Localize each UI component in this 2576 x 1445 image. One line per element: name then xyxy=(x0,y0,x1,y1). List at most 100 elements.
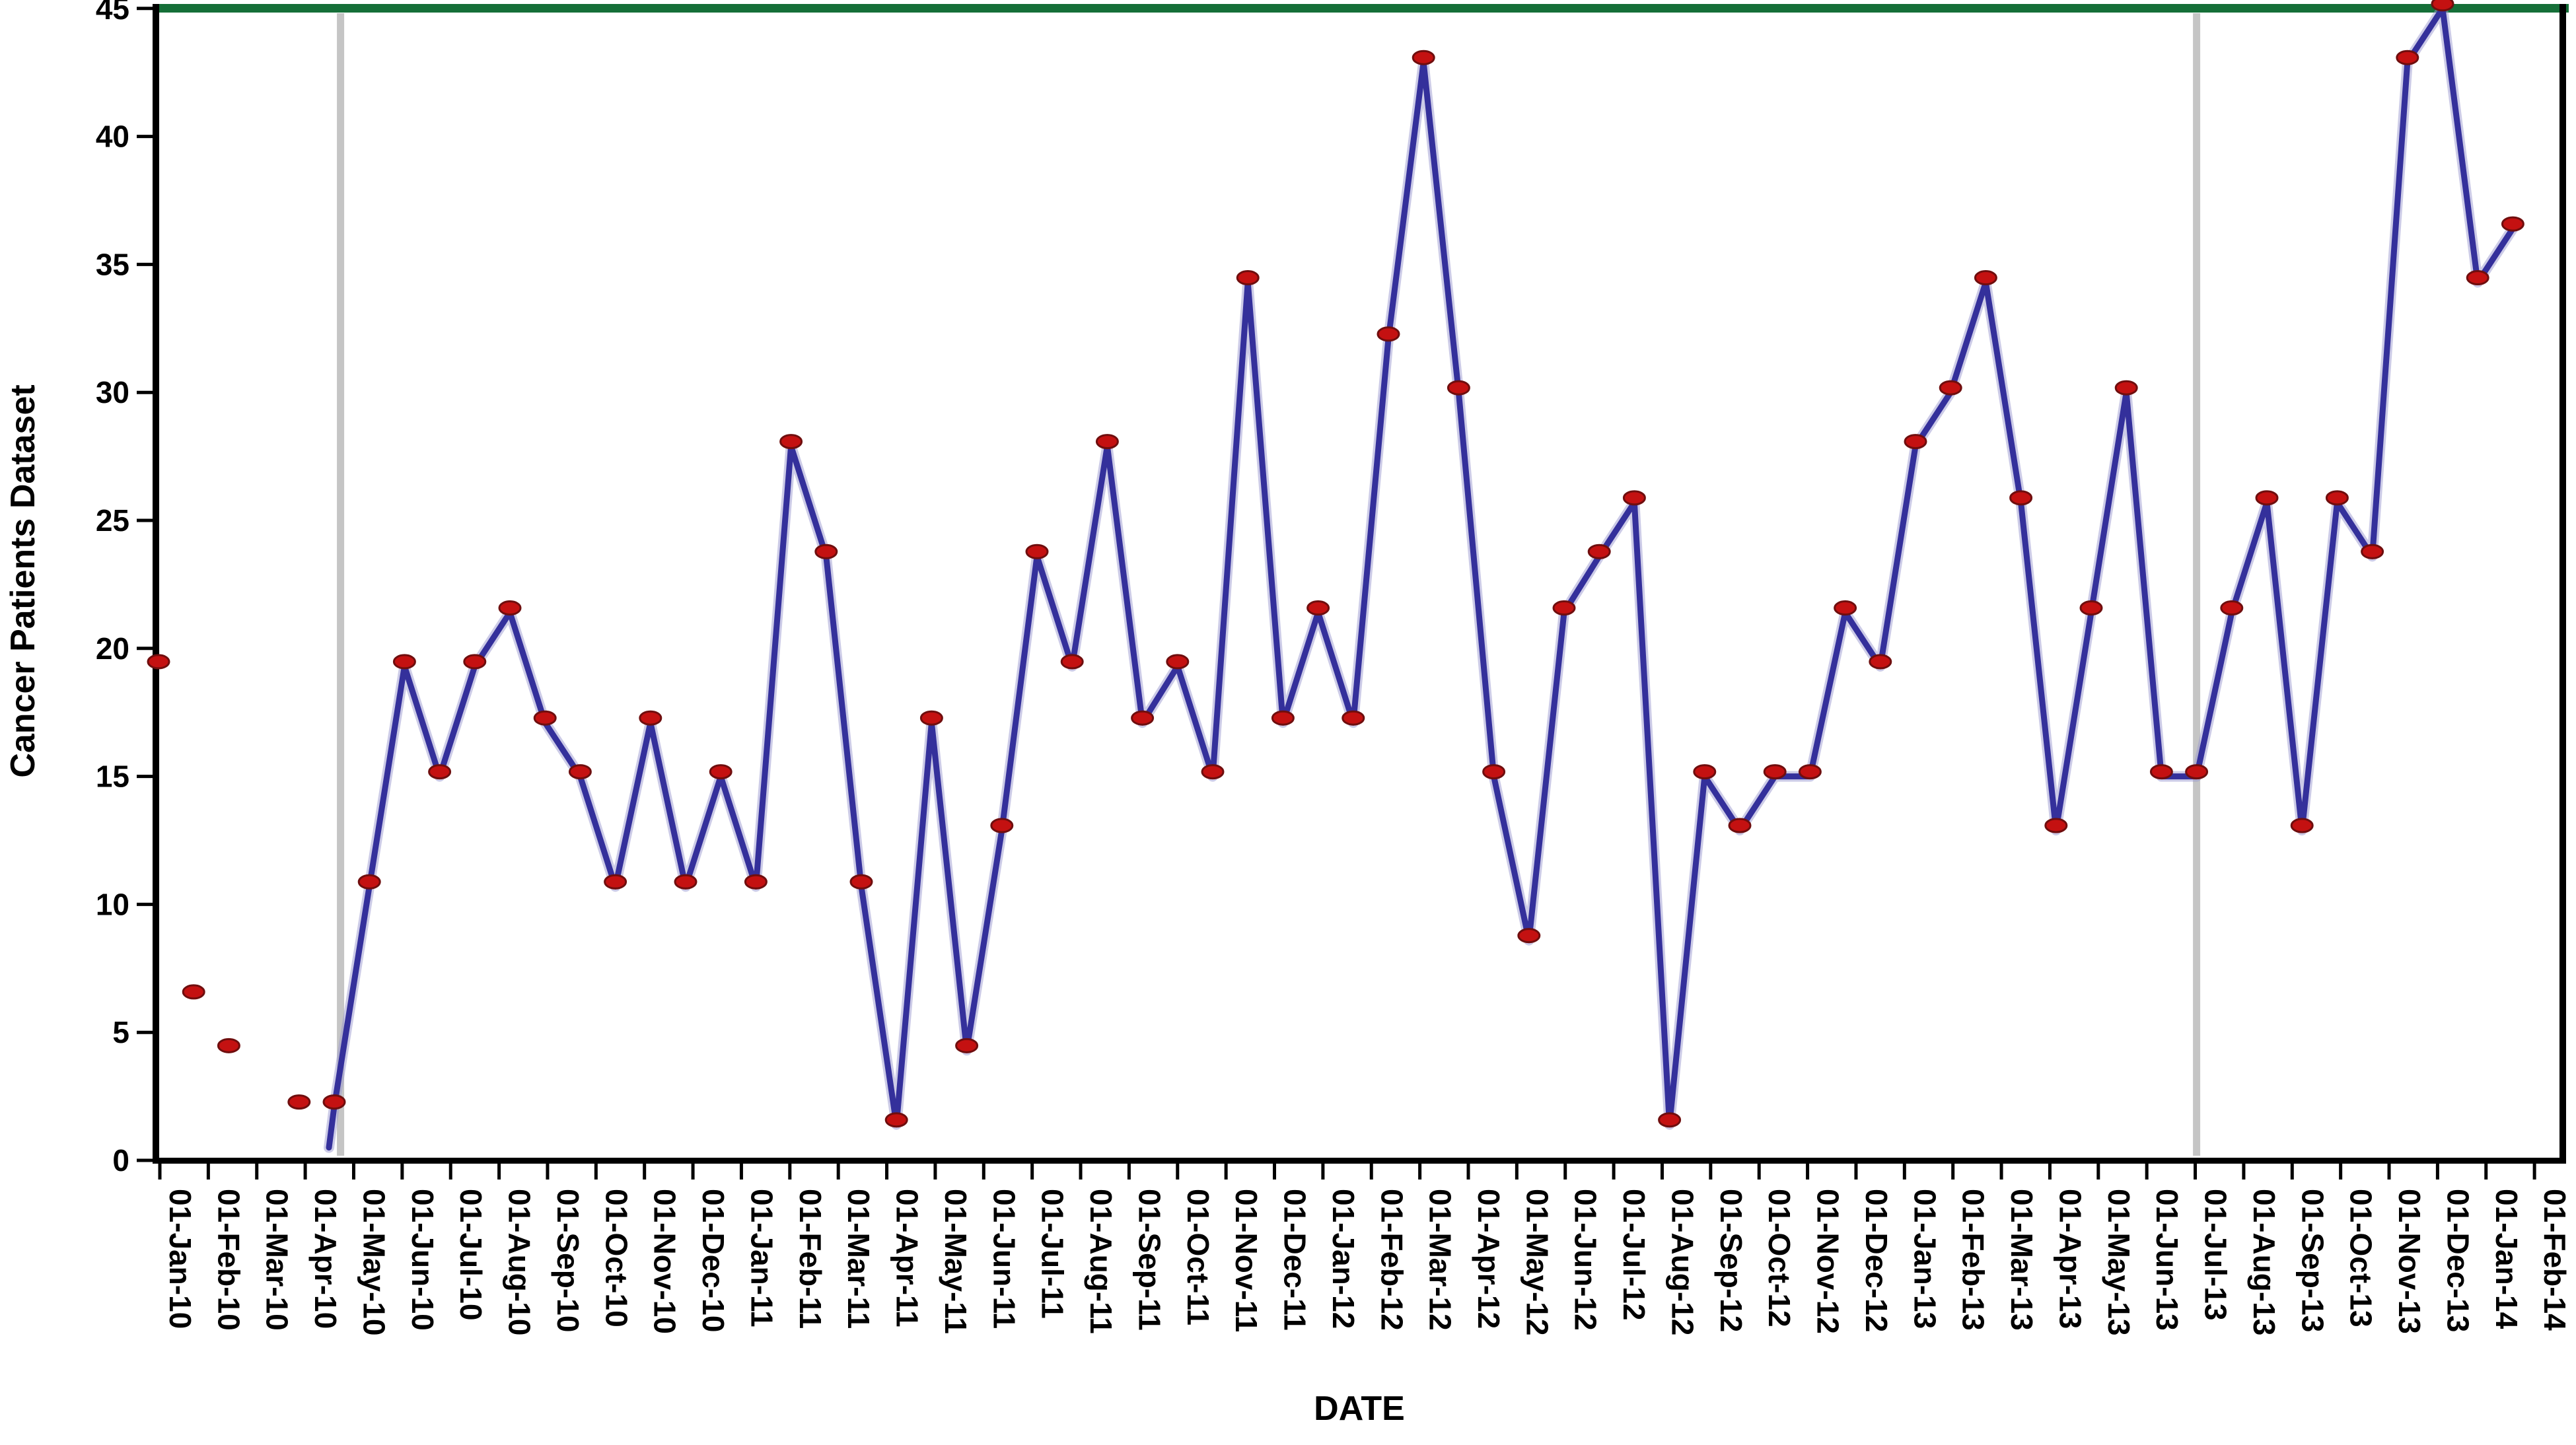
x-tick-label: 01-Aug-11 xyxy=(1084,1189,1118,1334)
data-marker xyxy=(533,710,557,726)
x-tick-label: 01-Dec-12 xyxy=(1859,1189,1894,1332)
x-tick-label: 01-Apr-11 xyxy=(890,1189,925,1327)
x-tick-label: 01-Nov-10 xyxy=(648,1189,682,1334)
data-marker xyxy=(1342,710,1365,726)
data-marker xyxy=(1798,764,1822,780)
data-marker xyxy=(604,874,627,890)
data-markers xyxy=(147,0,2524,1128)
data-marker xyxy=(1131,710,1155,726)
x-tick-label: 01-Jul-12 xyxy=(1617,1189,1651,1320)
x-tick-label: 01-May-12 xyxy=(1520,1189,1554,1335)
data-marker xyxy=(568,764,592,780)
data-marker xyxy=(1025,544,1049,559)
data-marker xyxy=(1517,928,1541,944)
x-tick-label: 01-Jan-13 xyxy=(1908,1189,1942,1329)
data-marker xyxy=(2149,764,2173,780)
data-marker xyxy=(1095,434,1119,450)
x-axis: 01-Jan-10 01-Feb-10 01-Mar-10 01-Apr-10 01-M… xyxy=(158,1164,2572,1335)
data-marker xyxy=(1763,764,1787,780)
x-tick-label: 01-Jan-10 xyxy=(163,1189,197,1329)
fitted-line xyxy=(326,5,2516,1151)
data-marker xyxy=(2396,50,2419,65)
data-marker xyxy=(990,818,1014,833)
data-marker xyxy=(1869,654,1892,670)
x-tick-label: 01-Sep-10 xyxy=(551,1189,585,1332)
data-marker xyxy=(919,710,943,726)
y-tick-label: 10 xyxy=(96,887,129,921)
data-marker xyxy=(2501,216,2524,232)
y-axis-spine xyxy=(153,4,159,1164)
data-marker xyxy=(1306,600,1330,616)
data-marker xyxy=(2079,600,2103,616)
data-marker xyxy=(639,710,662,726)
data-marker xyxy=(2325,490,2349,506)
x-tick-label: 01-Nov-13 xyxy=(2392,1189,2427,1334)
x-tick-label: 01-Oct-13 xyxy=(2344,1189,2379,1327)
data-marker xyxy=(1834,600,1857,616)
data-marker xyxy=(1482,764,1506,780)
x-tick-label: 01-May-11 xyxy=(939,1189,973,1334)
x-tick-label: 01-Jan-11 xyxy=(744,1189,779,1327)
data-marker xyxy=(1622,490,1646,506)
x-tick-label: 01-Jun-10 xyxy=(406,1189,440,1331)
data-marker xyxy=(884,1112,908,1128)
x-tick-label: 01-Nov-11 xyxy=(1229,1189,1264,1332)
y-tick-label: 45 xyxy=(96,0,129,26)
data-marker xyxy=(849,874,873,890)
x-tick-label: 01-Nov-12 xyxy=(1811,1189,1845,1334)
x-tick-label: 01-Apr-12 xyxy=(1472,1189,1506,1329)
data-marker xyxy=(217,1038,240,1053)
data-marker xyxy=(955,1038,979,1053)
y-tick-label: 30 xyxy=(96,375,129,409)
x-tick-label: 01-Mar-13 xyxy=(2005,1189,2039,1331)
data-marker xyxy=(2044,818,2068,833)
x-tick-label: 01-Aug-13 xyxy=(2247,1189,2281,1335)
x-tick-label: 01-Jun-12 xyxy=(1569,1189,1603,1331)
data-marker xyxy=(392,654,416,670)
x-tick-label: 01-Sep-13 xyxy=(2295,1189,2330,1332)
x-tick-label: 01-Aug-12 xyxy=(1665,1189,1699,1335)
x-tick-label: 01-Jun-11 xyxy=(987,1189,1021,1329)
x-tick-label: 01-Apr-10 xyxy=(308,1189,343,1329)
data-marker xyxy=(2466,270,2489,286)
y-tick-label: 40 xyxy=(96,120,129,154)
data-marker xyxy=(1693,764,1717,780)
data-marker xyxy=(814,544,838,559)
x-tick-label: 01-Apr-13 xyxy=(2053,1189,2087,1329)
data-marker xyxy=(2009,490,2033,506)
data-marker xyxy=(1271,710,1295,726)
data-marker xyxy=(182,984,205,1000)
data-marker xyxy=(1201,764,1225,780)
x-tick-label: 01-Mar-12 xyxy=(1423,1189,1458,1331)
x-tick-label: 01-Aug-10 xyxy=(503,1189,537,1335)
data-marker xyxy=(287,1094,311,1110)
data-marker xyxy=(1658,1112,1682,1128)
data-marker xyxy=(779,434,803,450)
data-marker xyxy=(1974,270,1997,286)
x-tick-label: 01-Oct-12 xyxy=(1762,1189,1797,1327)
data-marker xyxy=(1904,434,1927,450)
data-marker xyxy=(498,600,522,616)
data-marker xyxy=(674,874,698,890)
data-marker xyxy=(1377,326,1400,342)
x-tick-label: 01-Oct-10 xyxy=(599,1189,633,1327)
plot-top-border xyxy=(157,4,2569,13)
right-spine xyxy=(2559,4,2566,1164)
x-tick-label: 01-Jan-12 xyxy=(1326,1189,1361,1329)
x-axis-title: DATE xyxy=(1314,1390,1405,1428)
x-tick-label: 01-Feb-12 xyxy=(1375,1189,1409,1331)
x-tick-label: 01-May-13 xyxy=(2102,1189,2136,1335)
x-axis-spine xyxy=(153,1158,2565,1164)
data-marker xyxy=(709,764,733,780)
data-marker xyxy=(1236,270,1260,286)
data-marker xyxy=(1939,380,1962,396)
y-tick-label: 20 xyxy=(96,631,129,666)
data-marker xyxy=(2361,544,2384,559)
x-tick-label: 01-Dec-11 xyxy=(1278,1189,1312,1331)
data-marker xyxy=(2185,764,2209,780)
data-marker xyxy=(322,1094,346,1110)
x-tick-label: 01-Sep-12 xyxy=(1714,1189,1748,1332)
y-axis: 0 5 10 15 20 25 30 35 40 45 xyxy=(96,0,153,1178)
